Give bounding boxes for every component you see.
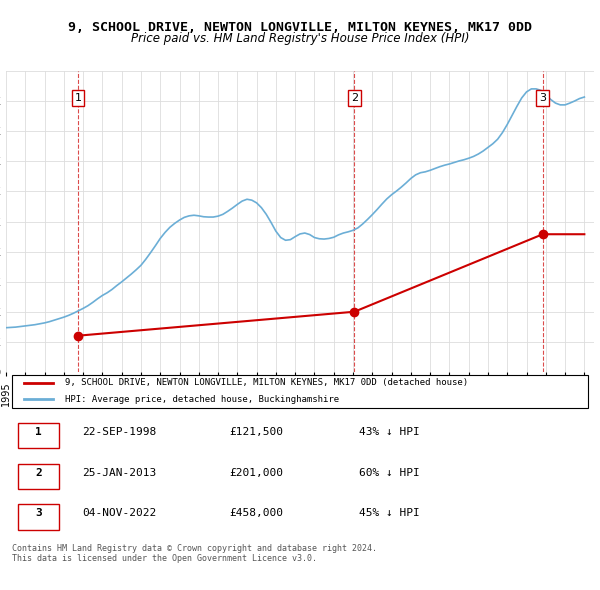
Text: 43% ↓ HPI: 43% ↓ HPI	[359, 427, 419, 437]
Text: 25-JAN-2013: 25-JAN-2013	[82, 467, 157, 477]
FancyBboxPatch shape	[18, 464, 59, 489]
Text: 1: 1	[74, 93, 82, 103]
Text: Price paid vs. HM Land Registry's House Price Index (HPI): Price paid vs. HM Land Registry's House …	[131, 32, 469, 45]
Text: 04-NOV-2022: 04-NOV-2022	[82, 509, 157, 519]
FancyBboxPatch shape	[18, 504, 59, 530]
Text: 3: 3	[539, 93, 546, 103]
Text: 22-SEP-1998: 22-SEP-1998	[82, 427, 157, 437]
Text: 2: 2	[351, 93, 358, 103]
FancyBboxPatch shape	[18, 423, 59, 448]
Text: 3: 3	[35, 509, 42, 519]
Text: 1: 1	[35, 427, 42, 437]
Text: Contains HM Land Registry data © Crown copyright and database right 2024.
This d: Contains HM Land Registry data © Crown c…	[12, 544, 377, 563]
Text: 9, SCHOOL DRIVE, NEWTON LONGVILLE, MILTON KEYNES, MK17 0DD (detached house): 9, SCHOOL DRIVE, NEWTON LONGVILLE, MILTO…	[65, 378, 468, 388]
Text: HPI: Average price, detached house, Buckinghamshire: HPI: Average price, detached house, Buck…	[65, 395, 339, 404]
FancyBboxPatch shape	[12, 375, 588, 408]
Text: 60% ↓ HPI: 60% ↓ HPI	[359, 467, 419, 477]
Text: 2: 2	[35, 467, 42, 477]
Text: £121,500: £121,500	[229, 427, 283, 437]
Text: 45% ↓ HPI: 45% ↓ HPI	[359, 509, 419, 519]
Text: £201,000: £201,000	[229, 467, 283, 477]
Text: £458,000: £458,000	[229, 509, 283, 519]
Text: 9, SCHOOL DRIVE, NEWTON LONGVILLE, MILTON KEYNES, MK17 0DD: 9, SCHOOL DRIVE, NEWTON LONGVILLE, MILTO…	[68, 21, 532, 34]
